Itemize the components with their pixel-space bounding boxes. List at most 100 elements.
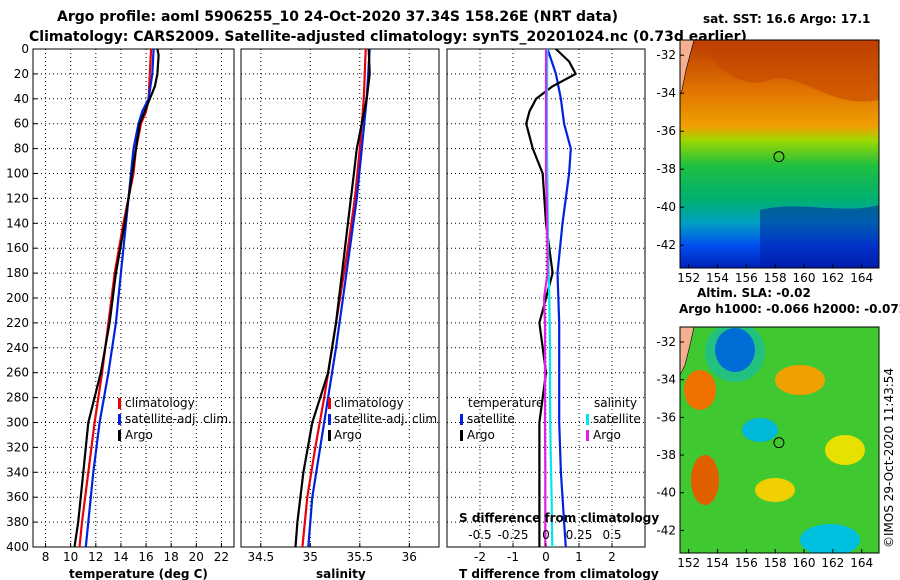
lon-tick-label: 154 (706, 271, 729, 285)
lat-tick-label: -32 (656, 48, 676, 62)
legend-label-climatology: climatology (125, 396, 195, 410)
series-line-s-argo (542, 49, 549, 547)
top-x-tick-label: -0.25 (497, 528, 528, 542)
y-tick-label: 120 (6, 191, 29, 205)
y-tick-label: 400 (6, 540, 29, 554)
legend-swatch-climatology (118, 398, 121, 409)
y-tick-label: 160 (6, 241, 29, 255)
sst-map-title: sat. SST: 16.6 Argo: 17.1 (703, 12, 870, 26)
legend-label-climatology: climatology (334, 396, 404, 410)
legend-swatch-satellite-adj-clim (328, 414, 331, 425)
salinity-panel: 34.5 35 35.5 36 salinity climatology satell… (240, 48, 441, 580)
lon-tick-label: 156 (735, 271, 758, 285)
y-tick-label: 100 (6, 167, 29, 181)
y-tick-label: 220 (6, 316, 29, 330)
lat-tick-label: -40 (656, 486, 676, 500)
lat-tick-label: -42 (656, 523, 676, 537)
legend-label-satellite-adj-clim: satellite-adj. clim. (125, 412, 232, 426)
x-tick-label: 36 (402, 550, 417, 564)
imos-credit: ©IMOS 29-Oct-2020 11:43:54 (882, 368, 896, 548)
lon-tick-label: 152 (677, 556, 700, 570)
legend-label-argo: Argo (334, 428, 362, 442)
x-tick-label: 0 (542, 550, 550, 564)
y-tick-label: 140 (6, 216, 29, 230)
lat-tick-label: -34 (656, 86, 676, 100)
lon-tick-label: 158 (764, 556, 787, 570)
warm-core-eddy (695, 40, 879, 102)
argo-float-marker (773, 151, 785, 163)
sla-map: Argo h1000: -0.066 h2000: -0.072 -32 -34 -… (656, 302, 900, 570)
x-tick-label: 8 (42, 550, 50, 564)
legend-label-s-satellite: satellite (593, 412, 641, 426)
y-tick-label: 200 (6, 291, 29, 305)
series-line-argo (294, 48, 371, 548)
temperature-legend: climatology satellite-adj. clim. Argo (118, 396, 232, 442)
y-tick-label: 240 (6, 341, 29, 355)
sla-high-4 (755, 478, 795, 502)
lat-tick-label: -42 (656, 238, 676, 252)
x-tick-label: -1 (507, 550, 519, 564)
legend-swatch-satellite-adj-clim (118, 414, 121, 425)
y-tick-label: 320 (6, 440, 29, 454)
legend-label-satellite-adj-clim: satellite-adj. clim. (334, 412, 441, 426)
top-x-tick-label: 0.25 (566, 528, 593, 542)
legend-swatch-s-satellite (586, 414, 589, 425)
top-x-tick-label: 0.5 (602, 528, 621, 542)
difference-xlabel: T difference from climatology (459, 567, 659, 580)
x-tick-label: 20 (189, 550, 204, 564)
series-line-t-satellite (546, 48, 572, 548)
lon-tick-label: 164 (850, 271, 873, 285)
legend-label-s-argo: Argo (593, 428, 621, 442)
y-tick-label: 360 (6, 490, 29, 504)
lon-tick-label: 160 (793, 556, 816, 570)
legend-label-argo: Argo (125, 428, 153, 442)
temperature-panel: 8 10 12 14 16 18 20 22 0 20 40 60 80 100 120 140 160 180… (6, 42, 235, 580)
title-line-1: Argo profile: aoml 5906255_10 24-Oct-202… (57, 9, 618, 25)
y-tick-label: 280 (6, 391, 29, 405)
x-tick-label: 16 (138, 550, 153, 564)
series-line-satellite-adj-clim- (84, 48, 155, 548)
y-tick-label: 380 (6, 515, 29, 529)
salinity-legend: climatology satellite-adj. clim. Argo (328, 396, 441, 442)
x-tick-label: 18 (164, 550, 179, 564)
salinity-xlabel: salinity (316, 567, 366, 580)
temperature-xlabel: temperature (deg C) (69, 567, 208, 580)
legend-swatch-t-satellite (460, 414, 463, 425)
y-tick-label: 340 (6, 465, 29, 479)
series-line-t-argo (525, 48, 577, 547)
lat-tick-label: -40 (656, 200, 676, 214)
x-tick-label: -2 (474, 550, 486, 564)
lat-tick-label: -32 (656, 335, 676, 349)
y-tick-label: 0 (21, 42, 29, 56)
series-line-argo (73, 48, 160, 548)
legend-swatch-s-argo (586, 430, 589, 441)
sla-high-3 (691, 455, 719, 505)
difference-legend: temperature satellite Argo salinity sate… (460, 396, 641, 442)
lat-tick-label: -38 (656, 162, 676, 176)
top-x-tick-label: -0.5 (468, 528, 491, 542)
y-tick-label: 180 (6, 266, 29, 280)
top-x-tick-label: 0 (542, 528, 550, 542)
x-tick-label: 22 (214, 550, 229, 564)
difference-panel: -2 -1 0 1 2 -0.5 -0.25 0 0.25 0.5 S difference f… (446, 48, 659, 580)
coast-land (680, 327, 695, 376)
lat-tick-label: -36 (656, 410, 676, 424)
sla-high-5 (825, 435, 865, 465)
legend-heading-salinity: salinity (594, 396, 637, 410)
sla-map-frame (679, 326, 880, 554)
x-tick-label: 14 (113, 550, 128, 564)
y-tick-label: 20 (14, 67, 29, 81)
legend-swatch-t-argo (460, 430, 463, 441)
legend-heading-temperature: temperature (468, 396, 543, 410)
coast-land (680, 40, 695, 96)
title-line-2: Climatology: CARS2009. Satellite-adjuste… (29, 29, 747, 45)
y-tick-label: 260 (6, 366, 29, 380)
lat-tick-label: -38 (656, 448, 676, 462)
y-tick-label: 300 (6, 416, 29, 430)
sla-high-1 (684, 370, 716, 410)
lon-tick-label: 162 (821, 271, 844, 285)
x-tick-label: 35.5 (346, 550, 373, 564)
difference-top-xlabel: S difference from climatology (459, 511, 659, 525)
argo-float-marker (773, 437, 785, 449)
